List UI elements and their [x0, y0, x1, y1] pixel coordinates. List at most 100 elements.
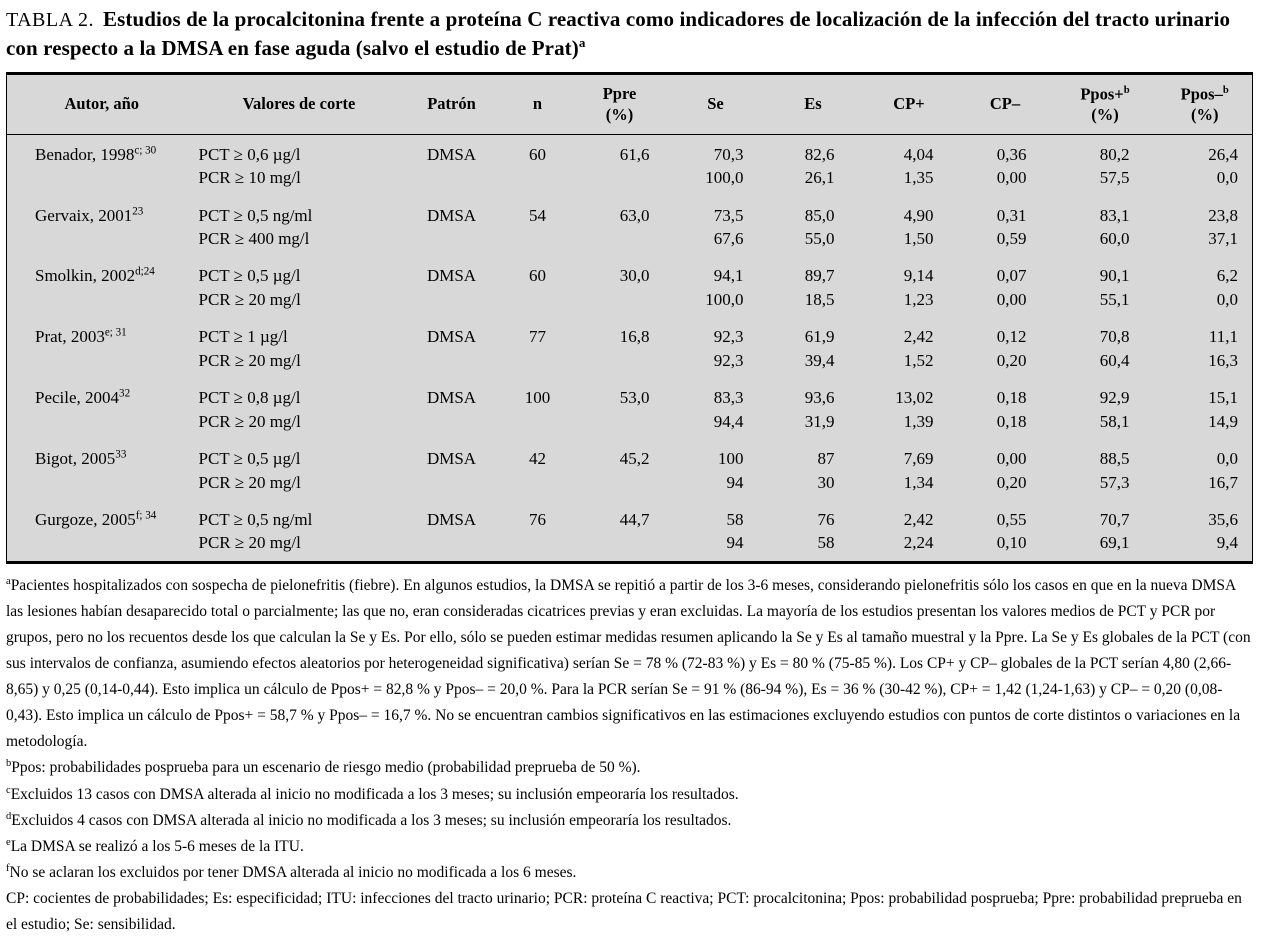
footnotes: aPacientes hospitalizados con sospecha d… [6, 573, 1254, 939]
cell-ppos-minus: 0,0 16,7 [1208, 449, 1238, 492]
footnote: dExcluidos 4 casos con DMSA alterada al … [6, 808, 1254, 834]
cell-ppre: 44,7 [619, 510, 650, 530]
footnote-marker: f [6, 863, 10, 875]
footnote-marker: d [6, 810, 12, 822]
footnote-text: Excluidos 4 casos con DMSA alterada al i… [11, 811, 732, 829]
cell-cutoffs: PCT ≥ 0,5 µg/l PCR ≥ 20 mg/l [198, 449, 301, 492]
table-row: Prat, 2003e; 31 PCT ≥ 1 µg/l PCR ≥ 20 mg/… [7, 317, 1253, 378]
column-header-ppre: Ppre (%) [573, 73, 666, 135]
footnote-marker: e [6, 836, 11, 848]
cell-n: 77 [529, 327, 546, 347]
cell-cutoffs: PCT ≥ 0,5 µg/l PCR ≥ 20 mg/l [198, 266, 301, 309]
cell-author: Pecile, 200432 [35, 387, 131, 408]
column-header-es: Es [765, 73, 861, 135]
cell-author: Gervaix, 200123 [35, 204, 144, 225]
cell-se: 100 94 [718, 449, 744, 492]
cell-es: 93,6 31,9 [804, 388, 835, 431]
cell-cp-minus: 0,07 0,00 [996, 266, 1027, 309]
table-row: Smolkin, 2002d;24 PCT ≥ 0,5 µg/l PCR ≥ 20… [7, 256, 1253, 317]
column-header-cutoff: Valores de corte [196, 73, 402, 135]
table-title-text: Estudios de la procalcitonina frente a p… [6, 7, 1231, 60]
footnote-marker: a [6, 575, 11, 587]
cell-cp-plus: 13,02 1,39 [895, 388, 934, 431]
cell-n: 100 [524, 388, 551, 408]
footnote: aPacientes hospitalizados con sospecha d… [6, 573, 1254, 755]
cell-cp-minus: 0,12 0,20 [996, 327, 1027, 370]
cell-cp-plus: 4,04 1,35 [903, 144, 934, 188]
table-row: Benador, 1998c; 30 PCT ≥ 0,6 µg/l PCR ≥ 1… [7, 134, 1253, 195]
cell-patron: DMSA [426, 510, 477, 530]
footnote-text: No se aclaran los excluidos por tener DM… [9, 864, 577, 882]
header-row: Autor, año Valores de corte Patrón n Ppr… [6, 73, 1253, 135]
cell-ppos-plus: 70,7 69,1 [1099, 510, 1130, 553]
cell-se: 70,3 100,0 [705, 144, 744, 188]
cell-cp-minus: 0,36 0,00 [996, 144, 1027, 188]
cell-ppos-plus: 70,8 60,4 [1099, 327, 1130, 370]
cell-es: 89,7 18,5 [804, 266, 835, 309]
cell-es: 85,0 55,0 [804, 205, 835, 248]
reference-superscript: c; 30 [134, 143, 157, 156]
cell-author: Gurgoze, 2005f; 34 [35, 509, 157, 530]
column-header-author: Autor, año [6, 73, 197, 135]
cell-es: 76 58 [817, 510, 835, 553]
cell-n: 60 [529, 144, 546, 164]
cell-es: 82,6 26,1 [804, 144, 835, 188]
footnote: cExcluidos 13 casos con DMSA alterada al… [6, 782, 1254, 808]
reference-superscript: e; 31 [104, 326, 127, 339]
cell-n: 60 [529, 266, 546, 286]
reference-superscript: d;24 [135, 265, 155, 278]
column-header-ppos-plus: Ppos+b (%) [1052, 73, 1158, 135]
table-row: Gurgoze, 2005f; 34 PCT ≥ 0,5 ng/ml PCR ≥ … [7, 500, 1253, 562]
cell-cp-plus: 4,90 1,50 [903, 205, 934, 248]
cell-cutoffs: PCT ≥ 0,5 ng/ml PCR ≥ 400 mg/l [198, 205, 313, 248]
cell-ppos-plus: 92,9 58,1 [1099, 388, 1130, 431]
cell-ppos-plus: 80,2 57,5 [1099, 144, 1130, 188]
column-header-cp-minus: CP– [957, 73, 1053, 135]
cell-ppre: 45,2 [619, 449, 650, 469]
table-body: Benador, 1998c; 30 PCT ≥ 0,6 µg/l PCR ≥ 1… [7, 134, 1253, 562]
footnote: CP: cocientes de probabilidades; Es: esp… [6, 886, 1254, 938]
cell-patron: DMSA [426, 205, 477, 225]
cell-cp-minus: 0,18 0,18 [996, 388, 1027, 431]
results-table: Autor, año Valores de corte Patrón n Ppr… [6, 71, 1253, 564]
cell-ppos-plus: 88,5 57,3 [1099, 449, 1130, 492]
cell-ppos-plus: 83,1 60,0 [1099, 205, 1130, 248]
cell-cp-plus: 2,42 1,52 [903, 327, 934, 370]
cell-patron: DMSA [426, 449, 477, 469]
column-header-cp-plus: CP+ [860, 73, 958, 135]
cell-cutoffs: PCT ≥ 0,5 ng/ml PCR ≥ 20 mg/l [198, 510, 313, 553]
footnote-marker: c [6, 784, 11, 796]
cell-se: 83,3 94,4 [713, 388, 744, 431]
cell-se: 73,5 67,6 [713, 205, 744, 248]
cell-patron: DMSA [426, 144, 477, 164]
cell-patron: DMSA [426, 388, 477, 408]
footnote: fNo se aclaran los excluidos por tener D… [6, 860, 1254, 886]
cell-ppos-minus: 15,1 14,9 [1208, 388, 1238, 431]
table-title-footnote-marker: a [578, 34, 586, 50]
column-header-patron: Patrón [401, 73, 502, 135]
column-header-se: Se [665, 73, 766, 135]
cell-cp-minus: 0,00 0,20 [996, 449, 1027, 492]
footnote: eLa DMSA se realizó a los 5-6 meses de l… [6, 834, 1254, 860]
cell-ppre: 16,8 [619, 327, 650, 347]
footnote-text: CP: cocientes de probabilidades; Es: esp… [6, 890, 1242, 934]
reference-superscript: 32 [119, 387, 131, 400]
cell-author: Benador, 1998c; 30 [35, 143, 157, 164]
cell-cutoffs: PCT ≥ 0,6 µg/l PCR ≥ 10 mg/l [198, 144, 301, 188]
table-row: Gervaix, 200123 PCT ≥ 0,5 ng/ml PCR ≥ 400… [7, 196, 1253, 257]
cell-cp-plus: 2,42 2,24 [903, 510, 934, 553]
page-title: TABLA 2. Estudios de la procalcitonina fr… [6, 6, 1254, 63]
cell-ppre: 61,6 [619, 144, 650, 164]
cell-ppre: 63,0 [619, 205, 650, 225]
cell-author: Bigot, 200533 [35, 448, 127, 469]
cell-cp-minus: 0,55 0,10 [996, 510, 1027, 553]
reference-superscript: 23 [132, 204, 144, 217]
cell-se: 92,3 92,3 [713, 327, 744, 370]
footnote-text: La DMSA se realizó a los 5-6 meses de la… [10, 838, 304, 856]
table-row: Pecile, 200432 PCT ≥ 0,8 µg/l PCR ≥ 20 mg… [7, 378, 1253, 439]
cell-ppos-minus: 26,4 0,0 [1208, 144, 1238, 188]
table-row: Bigot, 200533 PCT ≥ 0,5 µg/l PCR ≥ 20 mg/… [7, 439, 1253, 500]
table-label: TABLA 2. [6, 9, 94, 31]
footnote-marker: b [6, 758, 12, 770]
